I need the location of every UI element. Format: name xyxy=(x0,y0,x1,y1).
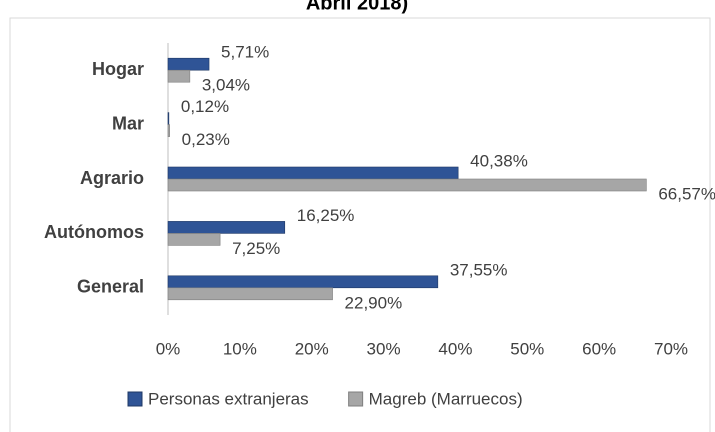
bar xyxy=(167,166,459,180)
y-tick-label: General xyxy=(77,277,144,297)
data-label: 5,71% xyxy=(221,43,269,62)
legend-label: Personas extranjeras xyxy=(148,389,309,408)
x-tick-label: 0% xyxy=(156,339,181,358)
legend-swatch xyxy=(348,391,364,407)
bar xyxy=(167,221,286,234)
x-tick-label: 70% xyxy=(654,339,688,358)
y-tick-label: Hogar xyxy=(92,59,144,79)
data-label: 66,57% xyxy=(658,184,715,203)
bar xyxy=(167,233,221,246)
data-label: 37,55% xyxy=(450,260,508,279)
bar xyxy=(167,57,210,71)
data-label: 16,25% xyxy=(297,206,355,225)
x-tick-label: 10% xyxy=(223,339,257,358)
data-label: 7,25% xyxy=(232,239,280,258)
y-tick-label: Mar xyxy=(112,113,144,133)
x-tick-label: 40% xyxy=(438,339,472,358)
bar xyxy=(167,112,170,125)
y-tick-label: Autónomos xyxy=(44,222,144,242)
data-label: 0,23% xyxy=(182,130,230,149)
bar xyxy=(167,124,170,137)
x-tick-label: 50% xyxy=(510,339,544,358)
data-label: 0,12% xyxy=(181,97,229,116)
legend-swatch xyxy=(127,391,143,407)
bar xyxy=(167,275,439,289)
data-label: 22,90% xyxy=(345,293,403,312)
legend-label: Magreb (Marruecos) xyxy=(369,389,523,408)
chart-frame xyxy=(9,17,711,432)
bar xyxy=(167,69,191,83)
chart-title: Abril 2018) xyxy=(306,0,408,14)
bar xyxy=(167,287,333,301)
bar xyxy=(167,178,647,192)
x-tick-label: 20% xyxy=(295,339,329,358)
x-tick-label: 60% xyxy=(582,339,616,358)
data-label: 3,04% xyxy=(202,76,250,95)
y-tick-label: Agrario xyxy=(80,168,144,188)
data-label: 40,38% xyxy=(470,151,528,170)
x-tick-label: 30% xyxy=(367,339,401,358)
